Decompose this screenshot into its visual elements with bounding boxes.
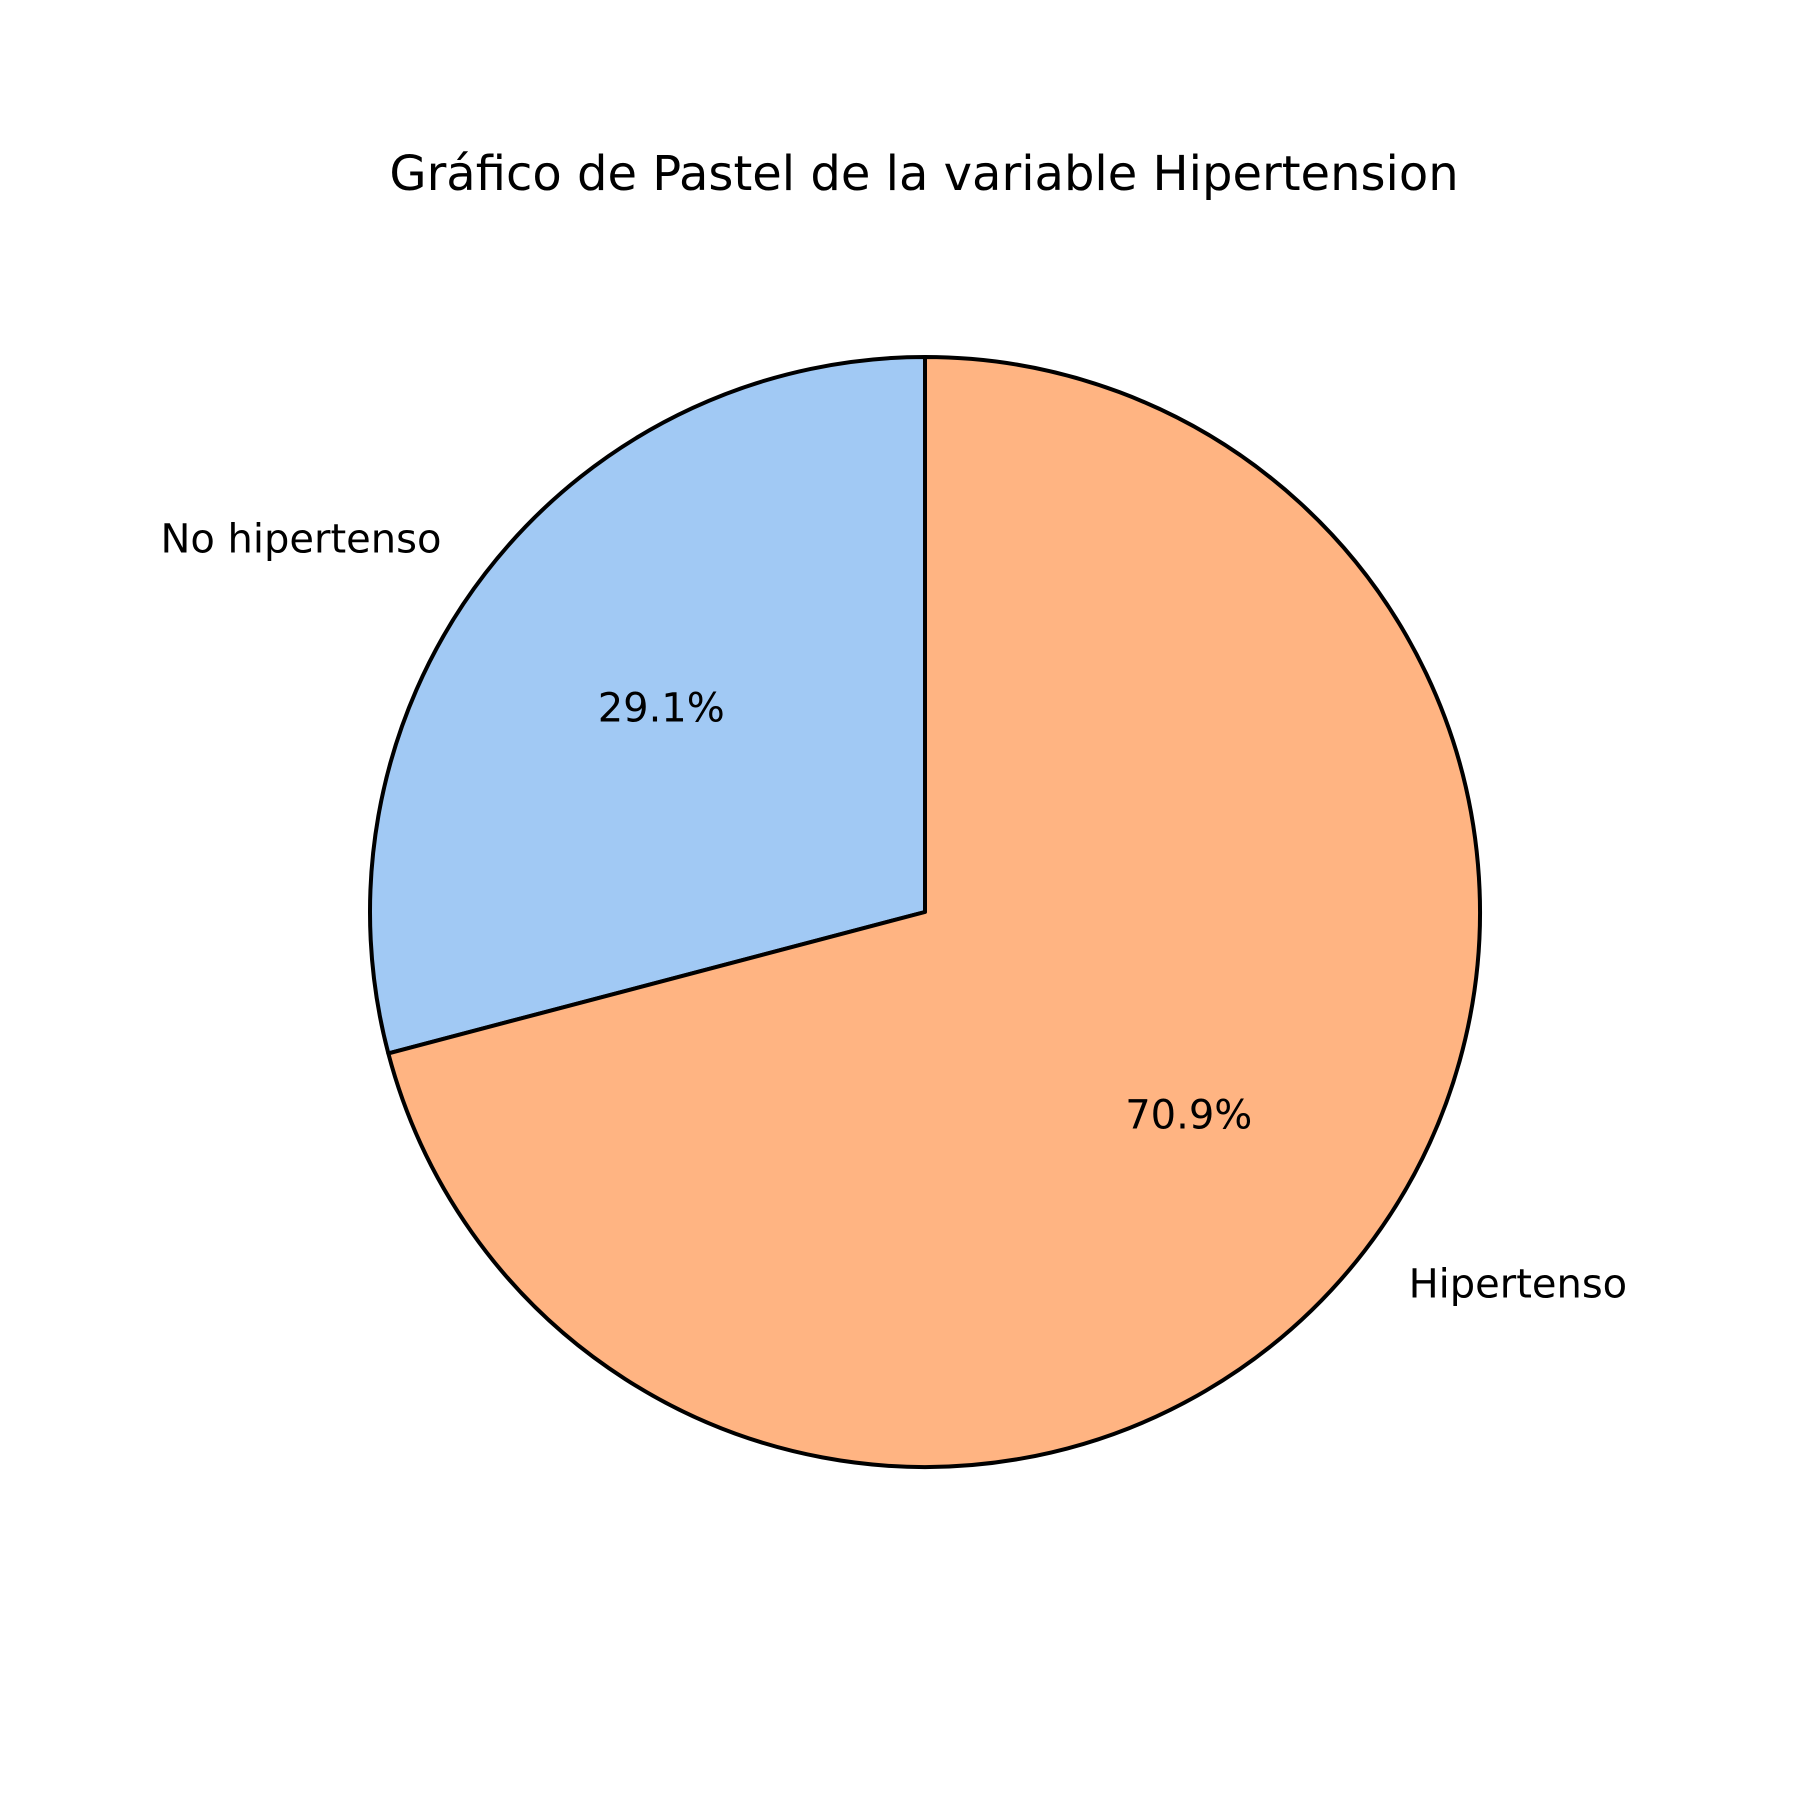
- slice-percent-label: 29.1%: [598, 686, 725, 732]
- pie-slice-no-hipertenso: [368, 355, 927, 1056]
- slice-label: Hipertenso: [1409, 1262, 1628, 1308]
- slice-label: No hipertenso: [160, 516, 441, 562]
- pie-labels: No hipertenso 29.1% Hipertenso 70.9%: [160, 516, 1627, 1307]
- chart-title: Gráfico de Pastel de la variable Hiperte…: [389, 146, 1458, 202]
- slice-percent-label: 70.9%: [1125, 1092, 1252, 1138]
- pie-slices: [368, 355, 1482, 1469]
- pie-slice-hipertenso: [386, 355, 1482, 1469]
